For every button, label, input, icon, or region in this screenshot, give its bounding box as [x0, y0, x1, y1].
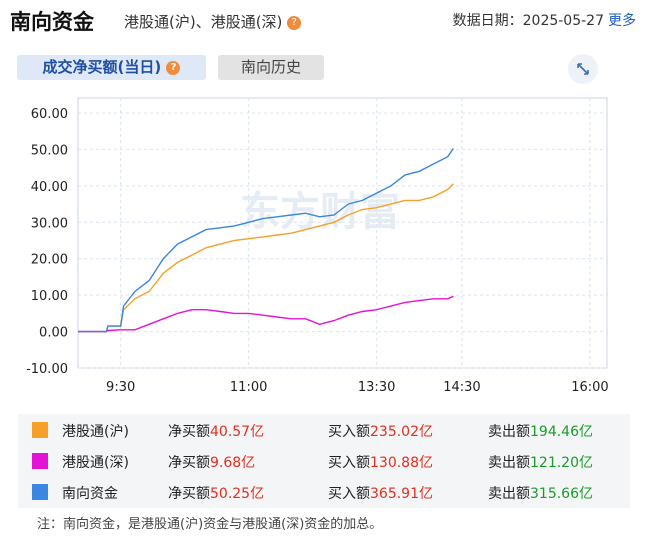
legend-swatch: [32, 484, 48, 500]
tab-label: 成交净买额(当日): [42, 58, 162, 76]
buy-label: 买入额: [328, 455, 370, 471]
legend-buy: 买入额130.88亿: [328, 452, 433, 472]
net-label: 净买额: [168, 424, 210, 440]
buy-value: 235.02亿: [370, 424, 433, 440]
legend: 港股通(沪) 净买额40.57亿 买入额235.02亿 卖出额194.46亿 港股通(深…: [18, 414, 630, 508]
subtitle: 港股通(沪)、港股通(深) ?: [124, 11, 302, 32]
series-line: [78, 148, 454, 333]
sell-value: 315.66亿: [530, 486, 593, 502]
date: 数据日期：2025-05-27: [453, 10, 604, 30]
y-tick-label: 40.00: [31, 180, 68, 195]
legend-buy: 买入额365.91亿: [328, 483, 433, 503]
help-icon[interactable]: ?: [287, 15, 302, 30]
net-label: 净买额: [168, 455, 210, 471]
sell-label: 卖出额: [488, 424, 530, 440]
sell-label: 卖出额: [488, 486, 530, 502]
expand-button[interactable]: [568, 54, 598, 84]
note: 注：南向资金，是港股通(沪)资金与港股通(深)资金的加总。: [37, 517, 383, 532]
legend-sell: 卖出额121.20亿: [488, 452, 593, 472]
sell-value: 121.20亿: [530, 455, 593, 471]
subtitle-text: 港股通(沪)、港股通(深): [124, 13, 283, 31]
legend-net: 净买额9.68亿: [168, 452, 255, 472]
buy-label: 买入额: [328, 424, 370, 440]
legend-swatch: [32, 422, 48, 438]
more-link[interactable]: 更多: [608, 13, 636, 29]
tab[interactable]: 南向历史: [218, 55, 324, 80]
net-label: 净买额: [168, 486, 210, 502]
chart: 东方财富 60.00 50.00 40.00 30.00 20.00 10.00 0.00 -…: [26, 97, 609, 395]
legend-name: 港股通(沪): [62, 424, 129, 440]
x-tick-label: 13:30: [358, 380, 395, 395]
help-icon[interactable]: ?: [166, 60, 181, 75]
net-value: 40.57亿: [210, 424, 265, 440]
legend-net: 净买额50.25亿: [168, 483, 264, 503]
x-tick-label: 14:30: [443, 380, 480, 395]
tab[interactable]: 成交净买额(当日) ?: [17, 55, 206, 80]
x-tick-label: 16:00: [571, 380, 608, 395]
y-tick-label: 0.00: [39, 326, 68, 341]
net-value: 9.68亿: [210, 455, 256, 471]
expand-icon: [577, 63, 589, 75]
title: 南向资金: [10, 10, 94, 34]
x-tick-label: 9:30: [106, 380, 135, 395]
y-tick-label: 20.00: [31, 253, 68, 268]
legend-buy: 买入额235.02亿: [328, 421, 433, 441]
legend-swatch: [32, 453, 48, 469]
y-tick-label: 50.00: [31, 143, 68, 158]
series-line: [78, 295, 454, 333]
sell-value: 194.46亿: [530, 424, 593, 440]
net-value: 50.25亿: [210, 486, 265, 502]
series-line: [78, 183, 454, 333]
date-label: 数据日期：: [452, 13, 523, 29]
y-tick-label: 60.00: [31, 107, 68, 122]
buy-label: 买入额: [328, 486, 370, 502]
legend-name: 港股通(深): [62, 455, 129, 471]
sell-label: 卖出额: [488, 455, 530, 471]
legend-net: 净买额40.57亿: [168, 421, 264, 441]
y-tick-label: 30.00: [31, 216, 68, 231]
legend-sell: 卖出额315.66亿: [488, 483, 593, 503]
date-value: 2025-05-27: [522, 13, 604, 29]
x-tick-label: 11:00: [230, 380, 267, 395]
buy-value: 130.88亿: [370, 455, 433, 471]
legend-name: 南向资金: [62, 486, 118, 502]
legend-sell: 卖出额194.46亿: [488, 421, 593, 441]
watermark: 东方财富: [240, 189, 400, 235]
y-tick-label: -10.00: [26, 362, 68, 377]
y-tick-label: 10.00: [31, 289, 68, 304]
buy-value: 365.91亿: [370, 486, 433, 502]
